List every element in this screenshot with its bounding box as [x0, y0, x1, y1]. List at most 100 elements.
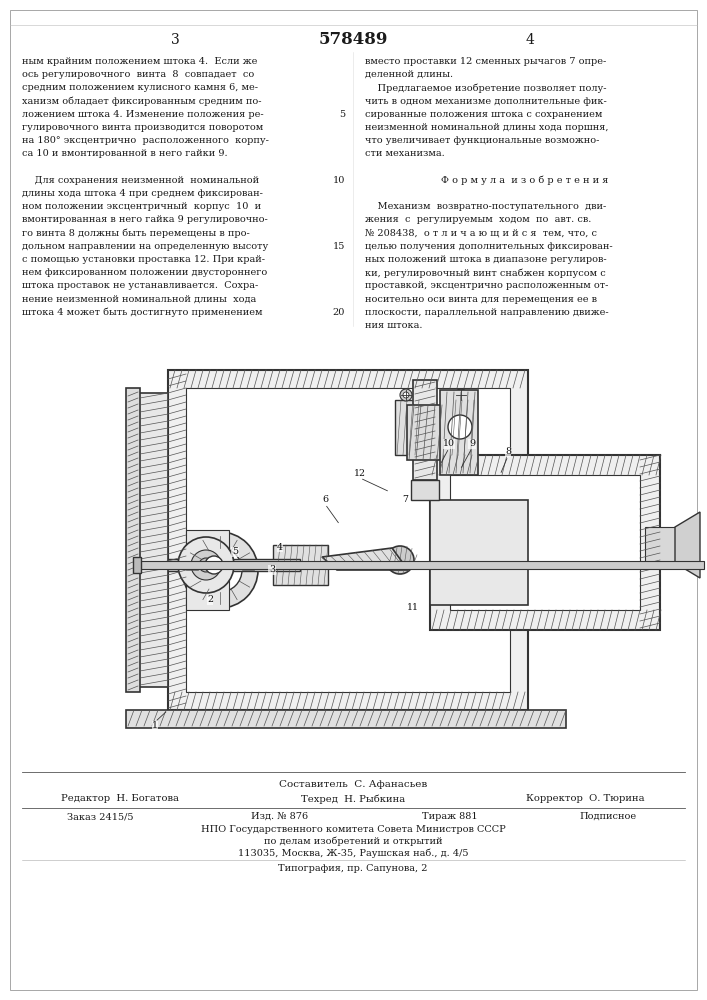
Text: Подписное: Подписное [580, 812, 636, 821]
Bar [133, 557, 141, 573]
Bar [430, 500, 528, 605]
Text: Ф о р м у л а  и з о б р е т е н и я: Ф о р м у л а и з о б р е т е н и я [441, 176, 609, 185]
Text: 578489: 578489 [318, 31, 387, 48]
Text: сти механизма.: сти механизма. [365, 149, 445, 158]
Text: ных положений штока в диапазоне регулиров-: ных положений штока в диапазоне регулиро… [365, 255, 607, 264]
Text: 5: 5 [232, 548, 238, 556]
Text: Типография, пр. Сапунова, 2: Типография, пр. Сапунова, 2 [279, 864, 428, 873]
Bar [430, 455, 660, 630]
Text: длины хода штока 4 при среднем фиксирован-: длины хода штока 4 при среднем фиксирова… [22, 189, 263, 198]
Text: вместо проставки 12 сменных рычагов 7 опре-: вместо проставки 12 сменных рычагов 7 оп… [365, 57, 606, 66]
Text: дольном направлении на определенную высоту: дольном направлении на определенную высо… [22, 242, 268, 251]
Text: на 180° эксцентрично  расположенного  корпу-: на 180° эксцентрично расположенного корп… [22, 136, 269, 145]
Bar [273, 545, 328, 585]
Circle shape [191, 550, 221, 580]
Text: 10: 10 [332, 176, 345, 185]
Text: проставкой, эксцентрично расположенным от-: проставкой, эксцентрично расположенным о… [365, 281, 609, 290]
Text: чить в одном механизме дополнительные фик-: чить в одном механизме дополнительные фи… [365, 97, 607, 106]
Text: Техред  Н. Рыбкина: Техред Н. Рыбкина [301, 794, 405, 804]
Text: Механизм  возвратно-поступательного  дви-: Механизм возвратно-поступательного дви- [365, 202, 606, 211]
Circle shape [178, 537, 234, 593]
Text: ки, регулировочный винт снабжен корпусом с: ки, регулировочный винт снабжен корпусом… [365, 268, 606, 278]
Circle shape [182, 532, 258, 608]
Text: 113035, Москва, Ж-35, Раушская наб., д. 4/5: 113035, Москва, Ж-35, Раушская наб., д. … [238, 849, 468, 858]
Text: 9: 9 [469, 440, 475, 448]
Bar [126, 388, 140, 692]
Text: 4: 4 [525, 33, 534, 47]
Text: ния штока.: ния штока. [365, 321, 423, 330]
Circle shape [205, 556, 223, 574]
Circle shape [199, 558, 213, 572]
Text: Заказ 2415/5: Заказ 2415/5 [66, 812, 133, 821]
Text: что увеличивает функциональные возможно-: что увеличивает функциональные возможно- [365, 136, 600, 145]
Bar [407, 405, 443, 460]
Text: штока 4 может быть достигнуто применением: штока 4 может быть достигнуто применение… [22, 308, 262, 317]
Circle shape [198, 548, 242, 592]
Text: 8: 8 [505, 448, 511, 456]
Text: Редактор  Н. Богатова: Редактор Н. Богатова [61, 794, 179, 803]
Bar [645, 527, 695, 563]
Bar [168, 370, 528, 710]
Text: 20: 20 [332, 308, 345, 317]
Bar [411, 480, 439, 500]
Text: средним положением кулисного камня 6, ме-: средним положением кулисного камня 6, ме… [22, 83, 258, 92]
Text: ном положении эксцентричный  корпус  10  и: ном положении эксцентричный корпус 10 и [22, 202, 261, 211]
Text: носительно оси винта для перемещения ее в: носительно оси винта для перемещения ее … [365, 295, 597, 304]
Text: штока проставок не устанавливается.  Сохра-: штока проставок не устанавливается. Сохр… [22, 281, 258, 290]
Circle shape [210, 560, 230, 580]
Text: го винта 8 должны быть перемещены в про-: го винта 8 должны быть перемещены в про- [22, 229, 250, 238]
Bar [440, 390, 478, 475]
Bar [450, 475, 640, 610]
Text: 4: 4 [277, 542, 283, 552]
Bar [136, 561, 704, 569]
Text: нение неизменной номинальной длины  хода: нение неизменной номинальной длины хода [22, 295, 256, 304]
Text: 10: 10 [443, 440, 455, 448]
Polygon shape [675, 512, 700, 578]
Text: вмонтированная в него гайка 9 регулировочно-: вмонтированная в него гайка 9 регулирово… [22, 215, 268, 224]
Bar [450, 400, 472, 455]
Text: ложением штока 4. Изменение положения ре-: ложением штока 4. Изменение положения ре… [22, 110, 264, 119]
Text: 12: 12 [354, 470, 366, 479]
Text: плоскости, параллельной направлению движе-: плоскости, параллельной направлению движ… [365, 308, 609, 317]
Text: 1: 1 [152, 722, 158, 730]
Circle shape [458, 392, 464, 398]
Text: Для сохранения неизменной  номинальной: Для сохранения неизменной номинальной [22, 176, 259, 185]
Bar [395, 400, 417, 455]
Text: ханизм обладает фиксированным средним по-: ханизм обладает фиксированным средним по… [22, 97, 262, 106]
Text: са 10 и вмонтированной в него гайки 9.: са 10 и вмонтированной в него гайки 9. [22, 149, 228, 158]
Text: Корректор  О. Тюрина: Корректор О. Тюрина [526, 794, 644, 803]
Bar [186, 530, 229, 610]
Bar [413, 380, 437, 480]
Text: № 208438,  о т л и ч а ю щ и й с я  тем, что, с: № 208438, о т л и ч а ю щ и й с я тем, ч… [365, 229, 597, 238]
Text: с помощью установки проставка 12. При край-: с помощью установки проставка 12. При кр… [22, 255, 265, 264]
Text: нем фиксированном положении двустороннего: нем фиксированном положении двустороннег… [22, 268, 267, 277]
Text: Тираж 881: Тираж 881 [422, 812, 478, 821]
Bar [138, 393, 168, 687]
Circle shape [455, 389, 467, 401]
Polygon shape [322, 548, 408, 570]
Bar [126, 710, 566, 728]
Text: 11: 11 [407, 603, 419, 612]
Text: деленной длины.: деленной длины. [365, 70, 453, 79]
Text: 6: 6 [322, 495, 328, 504]
Text: 2: 2 [207, 595, 213, 604]
Text: ным крайним положением штока 4.  Если же: ным крайним положением штока 4. Если же [22, 57, 257, 66]
Text: Составитель  С. Афанасьев: Составитель С. Афанасьев [279, 780, 427, 789]
Text: по делам изобретений и открытий: по делам изобретений и открытий [264, 837, 443, 846]
Circle shape [400, 389, 412, 401]
Text: ось регулировочного  винта  8  совпадает  со: ось регулировочного винта 8 совпадает со [22, 70, 255, 79]
Text: неизменной номинальной длины хода поршня,: неизменной номинальной длины хода поршня… [365, 123, 609, 132]
Text: целью получения дополнительных фиксирован-: целью получения дополнительных фиксирова… [365, 242, 613, 251]
Text: 3: 3 [269, 566, 275, 574]
Bar [186, 388, 510, 692]
Text: 7: 7 [402, 495, 408, 504]
Text: НПО Государственного комитета Совета Министров СССР: НПО Государственного комитета Совета Мин… [201, 825, 506, 834]
Text: гулировочного винта производится поворотом: гулировочного винта производится поворот… [22, 123, 263, 132]
Circle shape [386, 546, 414, 574]
Text: сированные положения штока с сохранением: сированные положения штока с сохранением [365, 110, 602, 119]
Text: жения  с  регулируемым  ходом  по  авт. св.: жения с регулируемым ходом по авт. св. [365, 215, 591, 224]
Text: Предлагаемое изобретение позволяет полу-: Предлагаемое изобретение позволяет полу- [365, 83, 607, 93]
Text: 15: 15 [332, 242, 345, 251]
Circle shape [448, 415, 472, 439]
Circle shape [403, 392, 409, 398]
